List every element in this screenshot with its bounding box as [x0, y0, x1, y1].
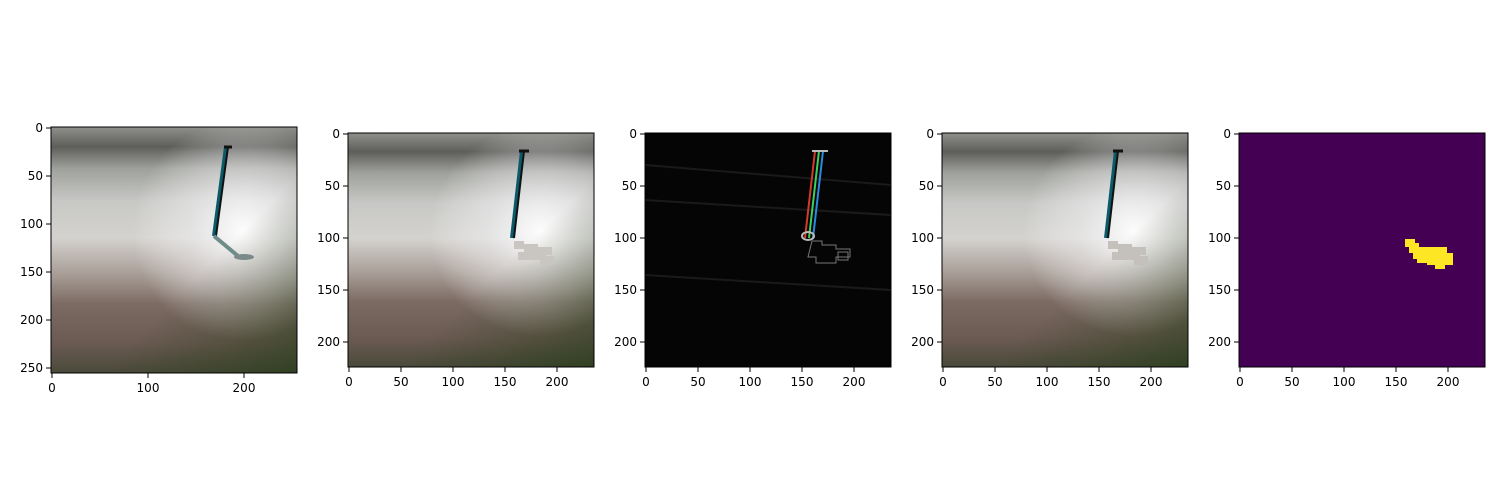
panel-cropped-image: 0 50 100 150 200 0 50 100 150 200	[317, 127, 595, 389]
x-tick-label: 0	[642, 375, 650, 389]
y-tick-label: 0	[35, 121, 43, 135]
x-tick-label: 100	[1036, 375, 1059, 389]
x-tick-label: 200	[843, 375, 866, 389]
x-tick-label: 100	[137, 381, 160, 395]
y-tick-label: 200	[911, 335, 934, 349]
x-tick-label: 50	[1284, 375, 1299, 389]
x-tick-label: 100	[442, 375, 465, 389]
y-tick-label: 100	[614, 231, 637, 245]
y-tick-label: 100	[317, 231, 340, 245]
y-axis: 0 50 100 150 200	[1208, 127, 1239, 349]
x-axis: 0 50 100 150 200	[939, 367, 1162, 389]
x-tick-label: 50	[987, 375, 1002, 389]
y-tick-label: 100	[911, 231, 934, 245]
y-tick-label: 250	[20, 361, 43, 375]
y-tick-label: 150	[1208, 283, 1231, 297]
artifact-patch	[1108, 241, 1148, 265]
x-tick-label: 0	[48, 381, 56, 395]
y-tick-label: 50	[325, 179, 340, 193]
x-axis: 0 50 100 150 200	[345, 367, 568, 389]
artifact-edges	[807, 240, 851, 264]
x-tick-label: 200	[1140, 375, 1163, 389]
y-axis: 0 50 100 150 200	[317, 127, 348, 349]
x-axis: 0 100 200	[48, 373, 255, 395]
y-axis: 0 50 100 150 200	[614, 127, 645, 349]
x-tick-label: 150	[494, 375, 517, 389]
x-axis: 0 50 100 150 200	[642, 367, 865, 389]
mask-region	[1405, 239, 1453, 269]
y-tick-label: 200	[1208, 335, 1231, 349]
image-area	[941, 132, 1189, 368]
y-tick-label: 150	[20, 265, 43, 279]
pole	[1104, 149, 1123, 239]
x-tick-label: 150	[791, 375, 814, 389]
y-tick-label: 100	[1208, 231, 1231, 245]
y-tick-label: 0	[1223, 127, 1231, 141]
image-area	[644, 132, 892, 368]
x-tick-label: 50	[690, 375, 705, 389]
y-axis: 0 50 100 150 200	[911, 127, 942, 349]
y-tick-label: 200	[20, 313, 43, 327]
y-tick-label: 0	[332, 127, 340, 141]
x-tick-label: 100	[1333, 375, 1356, 389]
pole	[212, 145, 254, 260]
panel-processed-image: 0 50 100 150 200 0 50 100 150 200	[911, 127, 1189, 389]
x-tick-label: 200	[1437, 375, 1460, 389]
panel-difference-image: 0 50 100 150 200 0 50 100 150 200	[614, 127, 892, 389]
y-tick-label: 150	[317, 283, 340, 297]
y-tick-label: 150	[911, 283, 934, 297]
y-tick-label: 100	[20, 217, 43, 231]
y-tick-label: 50	[28, 169, 43, 183]
y-tick-label: 0	[926, 127, 934, 141]
y-tick-label: 50	[622, 179, 637, 193]
y-axis: 0 50 100 150 200 250	[20, 121, 51, 375]
artifact-patch	[514, 241, 554, 265]
image-area	[50, 126, 298, 374]
x-tick-label: 0	[939, 375, 947, 389]
pole	[510, 149, 529, 239]
y-tick-label: 0	[629, 127, 637, 141]
x-tick-label: 0	[345, 375, 353, 389]
x-tick-label: 200	[233, 381, 256, 395]
y-tick-label: 50	[1216, 179, 1231, 193]
x-axis: 0 50 100 150 200	[1236, 367, 1459, 389]
y-tick-label: 50	[919, 179, 934, 193]
image-area	[1238, 132, 1486, 368]
x-tick-label: 0	[1236, 375, 1244, 389]
pole-edges	[801, 150, 828, 241]
x-tick-label: 150	[1088, 375, 1111, 389]
panel-segmentation-mask: 0 50 100 150 200 0 50 100 150 200	[1208, 127, 1486, 389]
image-area	[347, 132, 595, 368]
faint-lines	[644, 164, 892, 291]
x-tick-label: 150	[1385, 375, 1408, 389]
panel-original-image: 0 100 200 0 50 100 150 200 250	[20, 121, 298, 395]
x-tick-label: 100	[739, 375, 762, 389]
y-tick-label: 200	[614, 335, 637, 349]
x-tick-label: 50	[393, 375, 408, 389]
y-tick-label: 200	[317, 335, 340, 349]
x-tick-label: 200	[546, 375, 569, 389]
y-tick-label: 150	[614, 283, 637, 297]
